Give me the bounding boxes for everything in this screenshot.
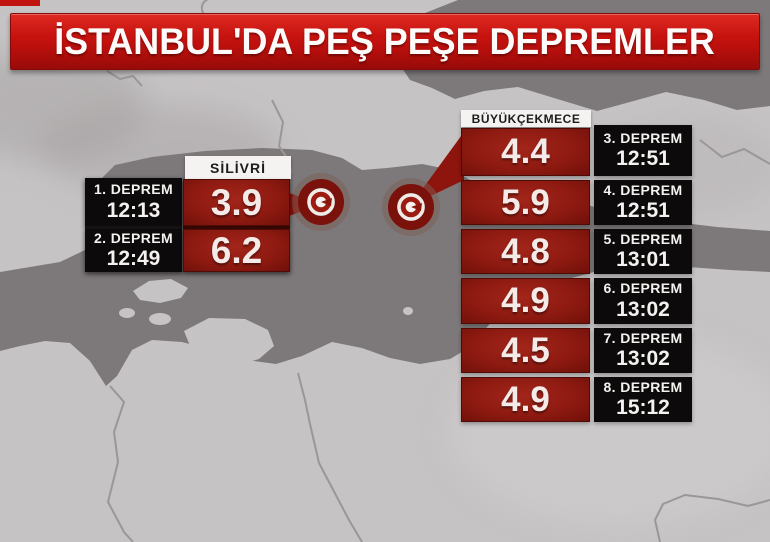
quake-label: 3. DEPREM — [603, 129, 683, 146]
headline-banner: İSTANBUL'DA PEŞ PEŞE DEPREMLER — [10, 13, 760, 70]
quake-time-box-1: 1. DEPREM 12:13 — [85, 178, 182, 226]
magnitude-value: 4.9 — [501, 281, 550, 320]
magnitude-value: 4.8 — [501, 231, 550, 271]
quake-time-box-7: 7. DEPREM 13:02 — [594, 328, 692, 373]
quake-time-box-6: 6. DEPREM 13:02 — [594, 278, 692, 324]
island — [403, 307, 413, 315]
magnitude-box-8: 4.9 — [461, 377, 590, 422]
quake-time-box-3: 3. DEPREM 12:51 — [594, 125, 692, 176]
magnitude-box-4: 5.9 — [461, 180, 590, 225]
quake-time: 13:01 — [616, 248, 670, 272]
quake-time-box-5: 5. DEPREM 13:01 — [594, 229, 692, 274]
quake-time: 13:02 — [616, 297, 670, 321]
quake-time: 13:02 — [616, 347, 670, 371]
quake-time: 12:49 — [106, 247, 161, 271]
magnitude-value: 4.5 — [501, 330, 550, 370]
magnitude-value: 3.9 — [210, 181, 263, 223]
magnitude-box-3: 4.4 — [461, 128, 590, 176]
quake-label: 6. DEPREM — [603, 280, 683, 297]
quake-time: 12:51 — [616, 199, 670, 223]
quake-label: 1. DEPREM — [93, 181, 174, 198]
quake-time: 12:51 — [616, 147, 670, 171]
magnitude-value: 6.2 — [210, 229, 263, 271]
island — [133, 279, 188, 303]
magnitude-value: 4.4 — [501, 132, 550, 171]
magnitude-value: 4.9 — [501, 379, 550, 419]
quake-label: 5. DEPREM — [603, 230, 683, 247]
quake-time-box-4: 4. DEPREM 12:51 — [594, 180, 692, 225]
peninsula — [184, 318, 274, 366]
quake-time: 15:12 — [616, 396, 670, 420]
location-label-silivri: SİLİVRİ — [185, 156, 291, 179]
magnitude-box-5: 4.8 — [461, 229, 590, 274]
location-name: SİLİVRİ — [209, 159, 266, 176]
location-label-buyukcekmece: BÜYÜKÇEKMECE — [461, 110, 591, 127]
magnitude-box-7: 4.5 — [461, 328, 590, 373]
epicenter-marker-silivri — [292, 173, 350, 231]
island — [149, 313, 171, 325]
magnitude-value: 5.9 — [501, 182, 550, 222]
quake-time: 12:13 — [106, 198, 161, 222]
location-name: BÜYÜKÇEKMECE — [471, 111, 581, 126]
magnitude-box-1: 3.9 — [183, 179, 290, 226]
quake-label: 2. DEPREM — [93, 229, 174, 246]
quake-time-box-2: 2. DEPREM 12:49 — [85, 229, 182, 272]
headline-title: İSTANBUL'DA PEŞ PEŞE DEPREMLER — [54, 20, 716, 62]
island — [119, 308, 135, 318]
quake-label: 4. DEPREM — [603, 181, 683, 198]
quake-label: 7. DEPREM — [603, 329, 683, 346]
quake-label: 8. DEPREM — [603, 378, 683, 395]
magnitude-box-6: 4.9 — [461, 278, 590, 324]
magnitude-box-2: 6.2 — [183, 229, 290, 272]
corner-red-fragment — [0, 0, 40, 6]
epicenter-marker-buyukcekmece — [382, 178, 440, 236]
quake-time-box-8: 8. DEPREM 15:12 — [594, 377, 692, 422]
